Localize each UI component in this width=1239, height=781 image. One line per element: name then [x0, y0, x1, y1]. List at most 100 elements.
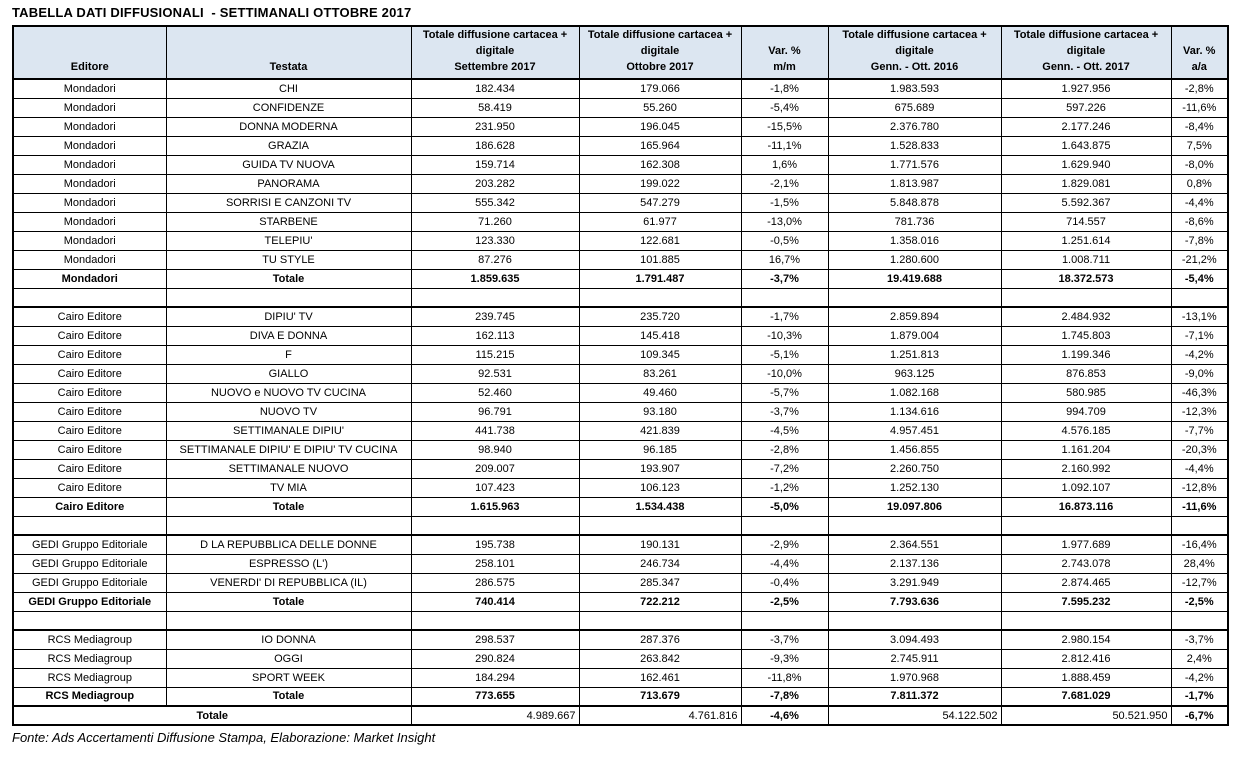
- value-cell: 83.261: [578, 363, 742, 384]
- publisher-cell: Cairo Editore: [12, 306, 167, 327]
- value-cell: 16,7%: [740, 249, 829, 270]
- value-cell: 159.714: [410, 154, 580, 175]
- value-cell: 2.160.992: [1000, 458, 1172, 479]
- value-cell: 1.888.459: [1000, 667, 1172, 688]
- empty-cell: [165, 287, 412, 308]
- publisher-cell: Mondadori: [12, 211, 167, 232]
- publisher-cell: Mondadori: [12, 249, 167, 270]
- testata-cell: DONNA MODERNA: [165, 116, 412, 137]
- value-cell: 196.045: [578, 116, 742, 137]
- value-cell: 109.345: [578, 344, 742, 365]
- value-cell: 963.125: [827, 363, 1002, 384]
- publisher-total-row: Cairo Editore Totale 1.615.963 1.534.438 -5,…: [12, 496, 1229, 517]
- value-cell: -9,3%: [740, 648, 829, 669]
- value-cell: 7.681.029: [1000, 686, 1172, 707]
- value-cell: 2.812.416: [1000, 648, 1172, 669]
- testata-cell: CHI: [165, 78, 412, 99]
- empty-cell: [1000, 515, 1172, 536]
- empty-cell: [165, 515, 412, 536]
- value-cell: -11,6%: [1170, 97, 1229, 118]
- publisher-total-row: Mondadori Totale 1.859.635 1.791.487 -3,7% 19…: [12, 268, 1229, 289]
- testata-cell: GIALLO: [165, 363, 412, 384]
- value-cell: 2.980.154: [1000, 629, 1172, 650]
- value-cell: -4,4%: [740, 553, 829, 574]
- value-cell: -8,4%: [1170, 116, 1229, 137]
- value-cell: 3.094.493: [827, 629, 1002, 650]
- value-cell: 162.308: [578, 154, 742, 175]
- table-row: Mondadori STARBENE 71.260 61.977 -13,0% 781.7…: [12, 211, 1229, 232]
- value-cell: -3,7%: [740, 268, 829, 289]
- value-cell: 4.957.451: [827, 420, 1002, 441]
- testata-cell: NUOVO e NUOVO TV CUCINA: [165, 382, 412, 403]
- publisher-total-row: GEDI Gruppo Editoriale Totale 740.414 722.2…: [12, 591, 1229, 612]
- value-cell: 162.113: [410, 325, 580, 346]
- value-cell: -11,6%: [1170, 496, 1229, 517]
- value-cell: 122.681: [578, 230, 742, 251]
- value-cell: 7.595.232: [1000, 591, 1172, 612]
- value-cell: -7,2%: [740, 458, 829, 479]
- publisher-cell: Cairo Editore: [12, 477, 167, 498]
- value-cell: 2.260.750: [827, 458, 1002, 479]
- value-cell: 58.419: [410, 97, 580, 118]
- value-cell: 1.643.875: [1000, 135, 1172, 156]
- empty-cell: [12, 610, 167, 631]
- value-cell: 298.537: [410, 629, 580, 650]
- value-cell: 1.251.813: [827, 344, 1002, 365]
- value-cell: -0,4%: [740, 572, 829, 593]
- value-cell: 1.629.940: [1000, 154, 1172, 175]
- value-cell: -7,8%: [740, 686, 829, 707]
- publisher-cell: Mondadori: [12, 116, 167, 137]
- publisher-cell: RCS Mediagroup: [12, 667, 167, 688]
- table-row: Cairo Editore NUOVO e NUOVO TV CUCINA 52.4…: [12, 382, 1229, 403]
- value-cell: -12,7%: [1170, 572, 1229, 593]
- source-note: Fonte: Ads Accertamenti Diffusione Stamp…: [12, 730, 436, 745]
- value-cell: -5,0%: [740, 496, 829, 517]
- value-cell: -7,1%: [1170, 325, 1229, 346]
- empty-cell: [410, 610, 580, 631]
- value-cell: 179.066: [578, 78, 742, 99]
- testata-cell: F: [165, 344, 412, 365]
- value-cell: 2.874.465: [1000, 572, 1172, 593]
- value-cell: -1,7%: [1170, 686, 1229, 707]
- table-header: Editore Testata Totale diffusione cartacea…: [12, 25, 1229, 80]
- value-cell: -21,2%: [1170, 249, 1229, 270]
- value-cell: 1.280.600: [827, 249, 1002, 270]
- grand-percent-cell: -4,6%: [740, 705, 829, 726]
- column-header: Totale diffusione cartacea + digitale Ge…: [827, 25, 1002, 80]
- value-cell: 52.460: [410, 382, 580, 403]
- publisher-cell: Cairo Editore: [12, 401, 167, 422]
- value-cell: 555.342: [410, 192, 580, 213]
- value-cell: 115.215: [410, 344, 580, 365]
- total-label-cell: Totale: [165, 591, 412, 612]
- page-title: TABELLA DATI DIFFUSIONALI - SETTIMANALI …: [12, 5, 412, 20]
- testata-cell: CONFIDENZE: [165, 97, 412, 118]
- value-cell: 235.720: [578, 306, 742, 327]
- table-row: Cairo Editore SETTIMANALE DIPIU' 441.738 42…: [12, 420, 1229, 441]
- value-cell: 96.791: [410, 401, 580, 422]
- publisher-cell: Mondadori: [12, 97, 167, 118]
- empty-cell: [410, 515, 580, 536]
- value-cell: 246.734: [578, 553, 742, 574]
- value-cell: 287.376: [578, 629, 742, 650]
- value-cell: 1.829.081: [1000, 173, 1172, 194]
- empty-cell: [410, 287, 580, 308]
- value-cell: 1.977.689: [1000, 534, 1172, 555]
- value-cell: 7,5%: [1170, 135, 1229, 156]
- empty-cell: [12, 287, 167, 308]
- grand-total-label: Totale: [12, 705, 412, 726]
- total-label-cell: Totale: [165, 268, 412, 289]
- value-cell: 876.853: [1000, 363, 1172, 384]
- value-cell: 285.347: [578, 572, 742, 593]
- value-cell: 1.534.438: [578, 496, 742, 517]
- table-row: RCS Mediagroup IO DONNA 298.537 287.376 -3,7…: [12, 629, 1229, 650]
- testata-cell: ESPRESSO (L'): [165, 553, 412, 574]
- value-cell: 186.628: [410, 135, 580, 156]
- testata-cell: TV MIA: [165, 477, 412, 498]
- value-cell: -8,6%: [1170, 211, 1229, 232]
- value-cell: 92.531: [410, 363, 580, 384]
- grand-total-row: Totale 4.989.667 4.761.816 -4,6% 54.122.502 5…: [12, 705, 1229, 726]
- grand-value-cell: 50.521.950: [1000, 705, 1172, 726]
- value-cell: 675.689: [827, 97, 1002, 118]
- value-cell: 107.423: [410, 477, 580, 498]
- value-cell: 28,4%: [1170, 553, 1229, 574]
